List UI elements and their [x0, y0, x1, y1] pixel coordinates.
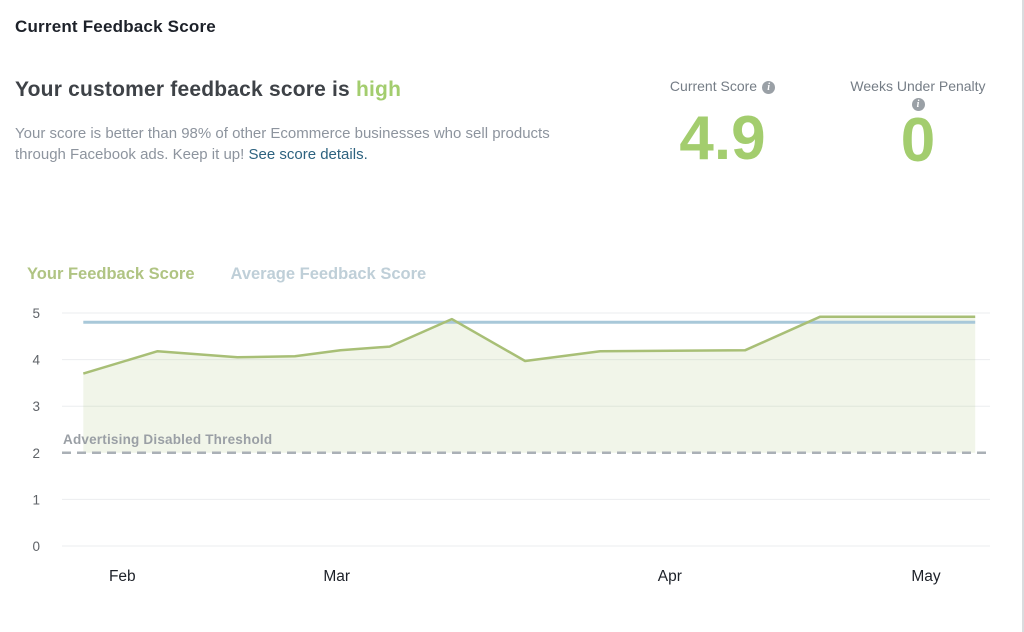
current-score-value: 4.9 — [679, 104, 766, 173]
x-month-label: Feb — [109, 568, 136, 585]
feedback-chart-svg: Advertising Disabled Threshold 5 4 3 2 1 0 Feb M… — [32, 306, 990, 585]
weeks-under-penalty-stat: Weeks Under Penalty 0 — [828, 78, 1008, 172]
current-score-label: Current Score — [669, 78, 758, 94]
description-line2: through Facebook ads. Keep it up! — [15, 146, 249, 163]
tab-your-feedback-score[interactable]: Your Feedback Score — [27, 265, 195, 283]
score-heading: Your customer feedback score is high — [15, 78, 401, 102]
score-status: high — [355, 78, 402, 101]
score-description: Your score is better than 98% of other E… — [15, 123, 615, 165]
y-tick-label: 3 — [32, 399, 40, 414]
your-score-line — [82, 315, 976, 375]
threshold-label: Advertising Disabled Threshold — [63, 432, 272, 447]
x-month-label: Mar — [323, 568, 350, 585]
y-tick-label: 1 — [32, 492, 40, 507]
x-month-label: May — [911, 568, 941, 585]
y-tick-label: 4 — [32, 353, 40, 368]
tab-average-feedback-score[interactable]: Average Feedback Score — [230, 265, 427, 283]
y-tick-label: 0 — [32, 539, 40, 554]
info-icon[interactable] — [911, 98, 925, 111]
chart-legend-tabs: Your Feedback Score Average Feedback Sco… — [27, 265, 426, 284]
weeks-under-penalty-label: Weeks Under Penalty — [850, 78, 986, 94]
score-heading-prefix: Your customer feedback score is — [15, 78, 356, 101]
see-score-details-link[interactable]: See score details. — [248, 146, 368, 163]
current-score-stat: Current Score 4.9 — [640, 78, 805, 170]
current-score-label-row: Current Score — [640, 78, 805, 94]
score-area-fill — [83, 316, 976, 453]
feedback-chart: Advertising Disabled Threshold 5 4 3 2 1 0 Feb M… — [0, 300, 1022, 600]
y-tick-label: 2 — [32, 446, 40, 461]
page-title: Current Feedback Score — [15, 17, 216, 36]
description-line1: Your score is better than 98% of other E… — [15, 125, 550, 142]
weeks-under-penalty-label-row: Weeks Under Penalty — [828, 78, 1008, 111]
x-month-label: Apr — [658, 568, 682, 585]
info-icon[interactable] — [762, 81, 776, 94]
weeks-under-penalty-value: 0 — [900, 106, 936, 175]
y-tick-label: 5 — [32, 306, 40, 321]
